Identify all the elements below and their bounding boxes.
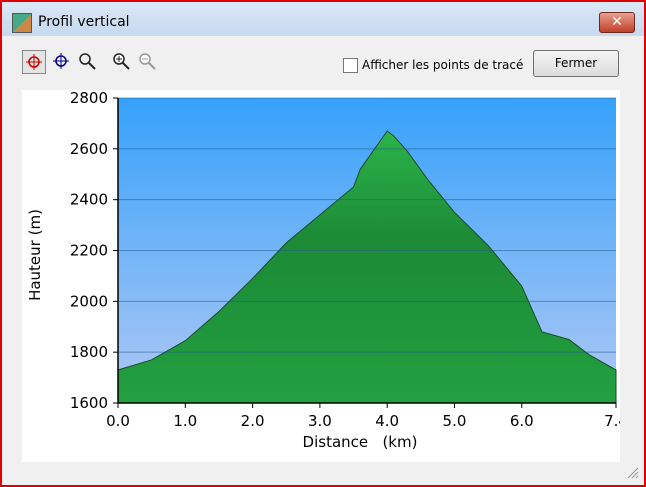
x-tick-label: 3.0 [308, 412, 332, 430]
area [117, 130, 617, 404]
y-tick-label: 2800 [70, 90, 108, 107]
y-tick-label: 1800 [70, 343, 108, 361]
checkbox-label[interactable]: Afficher les points de tracé [362, 58, 524, 72]
window-title: Profil vertical [38, 14, 130, 30]
checkbox[interactable] [343, 58, 358, 73]
x-tick-label: 4.0 [375, 412, 399, 430]
close-button[interactable]: ✕ [599, 12, 635, 33]
app-icon [12, 13, 32, 33]
close-dialog-button[interactable]: Fermer [533, 50, 619, 77]
zoom-out-tool[interactable] [136, 50, 158, 72]
resize-grip[interactable] [624, 464, 640, 480]
chart: Distance (km) Hauteur (m) 1600 1800 2000 22… [22, 90, 620, 462]
x-tick-label: 5.0 [443, 412, 467, 430]
y-tick-label: 2200 [70, 242, 108, 260]
y-tick-label: 1600 [70, 394, 108, 412]
x-tick-label: 2.0 [241, 412, 265, 430]
zoom-area-tool[interactable] [76, 50, 98, 72]
crosshair-tool[interactable] [22, 50, 46, 74]
x-tick-label: 7.4 [604, 412, 620, 430]
zoom-in-tool[interactable] [110, 50, 132, 72]
y-axis-title: Hauteur (m) [26, 209, 44, 301]
y-tick-label: 2600 [70, 140, 108, 158]
y-tick-label: 2000 [70, 292, 108, 310]
x-tick-label: 1.0 [173, 412, 197, 430]
title-bar: Profil vertical ✕ [2, 2, 644, 36]
x-tick-label: 6.0 [510, 412, 534, 430]
x-tick-label: 0.0 [106, 412, 130, 430]
target-tool[interactable] [50, 50, 72, 72]
y-tick-label: 2400 [70, 191, 108, 209]
x-axis-title: Distance (km) [303, 433, 418, 451]
